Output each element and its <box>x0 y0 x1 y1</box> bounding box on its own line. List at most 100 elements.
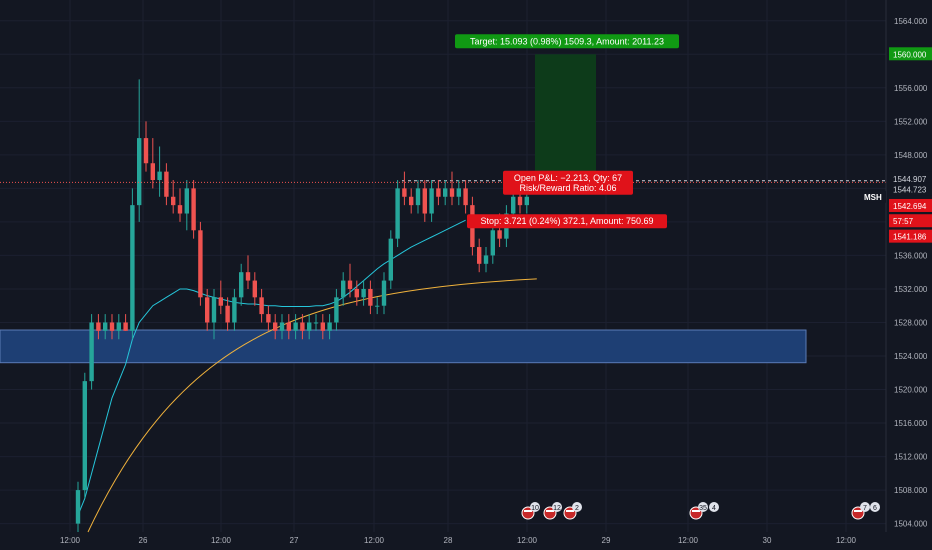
last-price-badge[interactable]: 1544.723 <box>889 182 932 196</box>
price-tick-label: 1504.000 <box>894 520 928 529</box>
open-pnl-label-text: Risk/Reward Ratio: 4.06 <box>519 183 616 193</box>
price-tick-label: 1548.000 <box>894 151 928 160</box>
candle-body <box>456 188 461 197</box>
us-flag-event-icon[interactable]: 7 <box>851 502 870 520</box>
event-count-bubble <box>860 502 870 512</box>
time-axis[interactable]: 12:00 26 12:00 27 12:00 28 12:00 29 12:00 30 12:00 <box>60 536 857 545</box>
target-label[interactable]: Target: 15.093 (0.98%) 1509.3, Amount: 2… <box>455 34 679 49</box>
event-count-bubble <box>698 502 708 512</box>
candle-body <box>388 238 393 281</box>
target-price-badge[interactable]: 1560.000 <box>889 47 932 61</box>
price-tick-label: 1532.000 <box>894 285 928 294</box>
time-tick-label: 26 <box>139 536 148 545</box>
entry-price-badge-text: 1544.907 <box>893 175 927 184</box>
candle-body <box>245 272 251 281</box>
candle-body <box>327 322 332 331</box>
entry-price-badge[interactable]: 1544.907 <box>889 171 932 185</box>
time-tick-label: 12:00 <box>678 536 699 545</box>
candle-body <box>422 188 427 214</box>
candle-body <box>191 188 196 231</box>
event-count: 12 <box>553 505 561 512</box>
candle-body <box>429 188 434 214</box>
stop-price-badge[interactable]: 1541.186 <box>889 229 932 243</box>
candle-body <box>402 188 407 197</box>
us-flag-event-icon[interactable]: 35 <box>689 502 708 520</box>
candle-body <box>109 322 115 331</box>
time-tick-label: 12:00 <box>364 536 385 545</box>
support-zone[interactable] <box>0 329 807 364</box>
event-count-bubble <box>530 502 540 512</box>
flag-stripe <box>546 510 554 512</box>
price-tick-label: 1536.000 <box>894 251 928 260</box>
position-labels[interactable]: Target: 15.093 (0.98%) 1509.3, Amount: 2… <box>455 34 679 229</box>
symbol-tag: MSH <box>864 193 882 202</box>
event-count: 6 <box>873 505 877 512</box>
candle-body <box>198 230 203 298</box>
target-label-bg <box>455 34 679 49</box>
us-flag-event-icon[interactable]: 2 <box>563 502 582 520</box>
event-count: 7 <box>863 505 867 512</box>
us-flag-event-icon[interactable]: 10 <box>521 502 540 520</box>
bid-price-badge-text: 1542.694 <box>893 202 927 211</box>
candle-body <box>320 322 325 331</box>
stop-label[interactable]: Stop: 3.721 (0.24%) 372.1, Amount: 750.6… <box>467 214 667 229</box>
countdown-badge-text: 57:57 <box>893 217 914 226</box>
stop-price-badge-bg <box>889 229 932 243</box>
candle-body <box>137 138 142 206</box>
stop-label-bg <box>467 214 667 229</box>
event-count: 2 <box>575 505 579 512</box>
price-tick-label: 1552.000 <box>894 117 928 126</box>
position-tool[interactable] <box>402 54 886 182</box>
candle-body <box>307 322 312 331</box>
time-tick-label: 29 <box>602 536 611 545</box>
event-count-bubble <box>709 502 719 512</box>
price-tick-label: 1516.000 <box>894 419 928 428</box>
event-count-bubble <box>572 502 582 512</box>
bid-price-badge-bg <box>889 198 932 212</box>
candle-body <box>218 297 223 306</box>
candle-body <box>177 205 183 214</box>
target-price-badge-bg <box>889 47 932 61</box>
candle-body <box>375 305 380 307</box>
candle-body <box>266 314 271 323</box>
candle-body <box>415 188 421 206</box>
event-count: 35 <box>699 505 707 512</box>
time-tick-label: 28 <box>444 536 453 545</box>
candle-body <box>164 171 169 197</box>
symbol-tag-bg <box>862 190 886 203</box>
candle-body <box>143 138 149 164</box>
candle-body <box>524 196 529 206</box>
us-flag-event-icon[interactable]: 12 <box>543 502 562 520</box>
candle-body <box>259 297 264 315</box>
economic-events[interactable]: 10 12 2 35 4 7 6 <box>521 502 880 520</box>
candle-body <box>300 322 305 331</box>
candle-body <box>347 280 353 289</box>
price-tick-label: 1564.000 <box>894 17 928 26</box>
time-tick-label: 12:00 <box>836 536 857 545</box>
countdown-badge[interactable]: 57:57 <box>889 214 932 228</box>
ema-slow-line <box>87 278 537 533</box>
target-zone[interactable] <box>535 54 596 181</box>
candle-body <box>313 322 319 324</box>
candle-body <box>96 322 101 331</box>
candle-body <box>381 280 387 306</box>
price-tick-label: 1508.000 <box>894 486 928 495</box>
last-price-badge-text: 1544.723 <box>893 185 927 194</box>
target-price-badge-text: 1560.000 <box>893 50 927 59</box>
candle-body <box>130 205 135 331</box>
candle-body <box>477 247 482 264</box>
candle-body <box>205 297 210 323</box>
candle-body <box>443 188 448 197</box>
price-axis[interactable]: 1504.000 1508.000 1512.000 1516.000 1520.000… <box>862 0 932 532</box>
candle-body <box>150 163 155 180</box>
flag-stripe <box>692 510 700 512</box>
candle-body <box>75 490 81 524</box>
flag-stripe <box>566 510 574 512</box>
candle-body <box>463 188 468 206</box>
candle-body <box>483 255 489 264</box>
candle-body <box>89 322 94 382</box>
bid-price-badge[interactable]: 1542.694 <box>889 198 932 212</box>
flag-stripe <box>524 510 532 512</box>
